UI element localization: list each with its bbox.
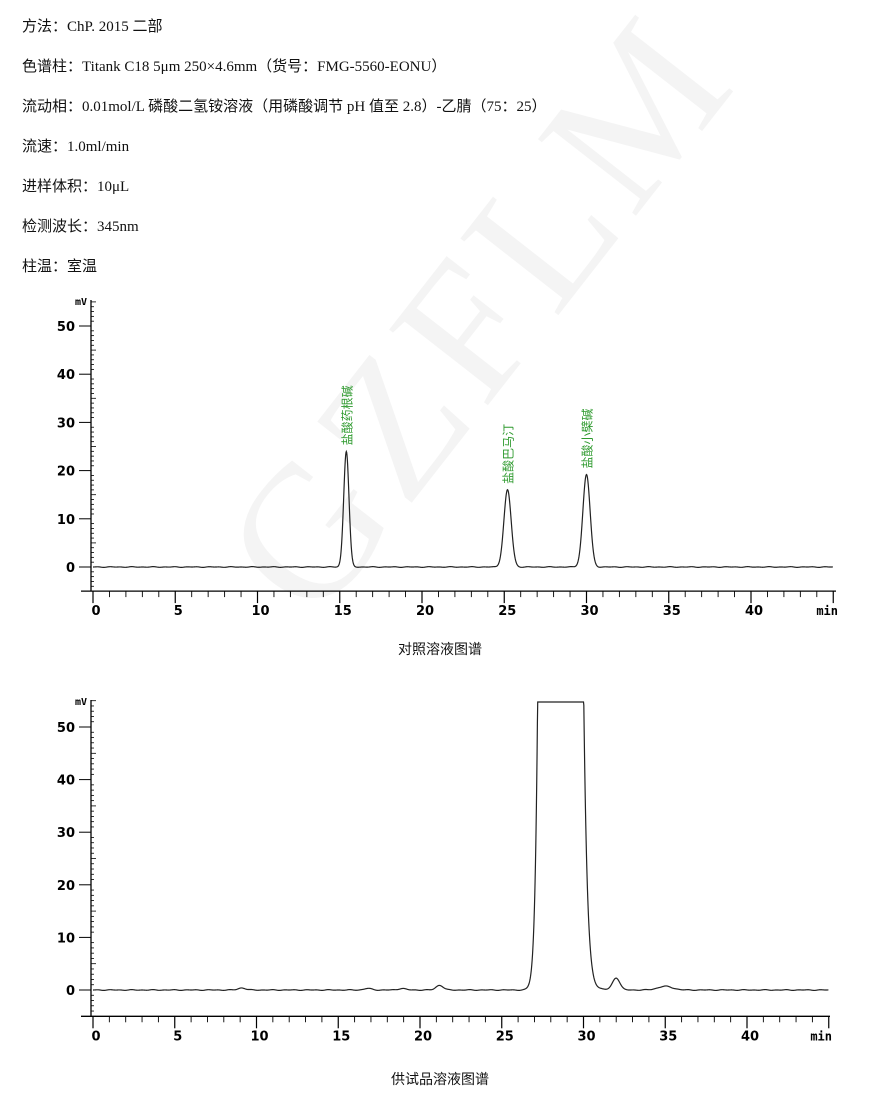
method-line: 检测波长：345nm [22,215,139,236]
peak-label: 盐酸巴马汀 [501,424,516,484]
y-tick-label: 0 [66,984,75,999]
method-label: 方法： [22,19,68,35]
sample-caption: 供试品溶液图谱 [391,1073,489,1088]
chromatogram-trace [93,449,833,568]
method-value: 1.0ml/min [67,139,130,155]
y-axis-label: mV [75,297,87,308]
y-tick-label: 50 [57,721,75,736]
method-value: 10μL [97,179,130,195]
y-tick-label: 20 [57,465,75,480]
x-tick-label: 20 [414,1029,432,1044]
method-line: 方法：ChP. 2015 二部 [22,15,162,36]
x-tick-label: 0 [91,1029,100,1044]
y-tick-label: 10 [57,931,75,946]
x-tick-label: 5 [174,604,183,619]
x-tick-label: 0 [91,604,100,619]
method-label: 流动相： [22,99,83,115]
x-tick-label: 20 [416,604,434,619]
y-tick-label: 20 [57,879,75,894]
y-tick-label: 40 [57,368,75,383]
method-line: 流速：1.0ml/min [22,135,129,156]
y-axis-label: mV [75,697,87,708]
x-tick-label: 25 [498,604,516,619]
x-tick-label: 30 [577,1029,595,1044]
method-value: ChP. 2015 二部 [67,19,163,35]
y-tick-label: 0 [66,561,75,576]
method-value: Titank C18 5μm 250×4.6mm（货号：FMG-5560-EON… [82,59,447,75]
y-tick-label: 30 [57,416,75,431]
x-tick-label: 5 [173,1029,182,1044]
method-label: 柱温： [22,259,68,275]
method-label: 色谱柱： [22,59,83,75]
x-tick-label: 10 [251,604,269,619]
y-tick-label: 50 [57,320,75,335]
reference-caption: 对照溶液图谱 [398,643,482,658]
y-tick-label: 30 [57,826,75,841]
x-axis-label: min [810,1029,832,1043]
method-value: 0.01mol/L 磷酸二氢铵溶液（用磷酸调节 pH 值至 2.8）-乙腈（75… [82,99,547,115]
peak-label: 盐酸小檗碱 [580,408,595,468]
y-tick-label: 10 [57,513,75,528]
x-tick-label: 35 [659,1029,677,1044]
x-tick-label: 15 [334,604,352,619]
method-line: 柱温：室温 [22,255,97,276]
x-tick-label: 25 [496,1029,514,1044]
peak-label: 盐酸药根碱 [339,385,354,445]
method-value: 室温 [67,259,98,275]
x-tick-label: 15 [332,1029,350,1044]
x-tick-label: 40 [745,604,763,619]
method-value: 345nm [97,219,139,235]
method-label: 流速： [22,139,68,155]
method-line: 流动相：0.01mol/L 磷酸二氢铵溶液（用磷酸调节 pH 值至 2.8）-乙… [22,95,546,116]
method-label: 检测波长： [22,219,98,235]
x-tick-label: 10 [250,1029,268,1044]
method-line: 色谱柱：Titank C18 5μm 250×4.6mm（货号：FMG-5560… [22,55,446,76]
x-tick-label: 35 [663,604,681,619]
x-tick-label: 30 [580,604,598,619]
y-tick-label: 40 [57,774,75,789]
method-line: 进样体积：10μL [22,175,129,196]
chromatogram-trace [93,701,829,992]
x-tick-label: 40 [741,1029,759,1044]
x-axis-label: min [816,604,838,618]
method-label: 进样体积： [22,179,98,195]
